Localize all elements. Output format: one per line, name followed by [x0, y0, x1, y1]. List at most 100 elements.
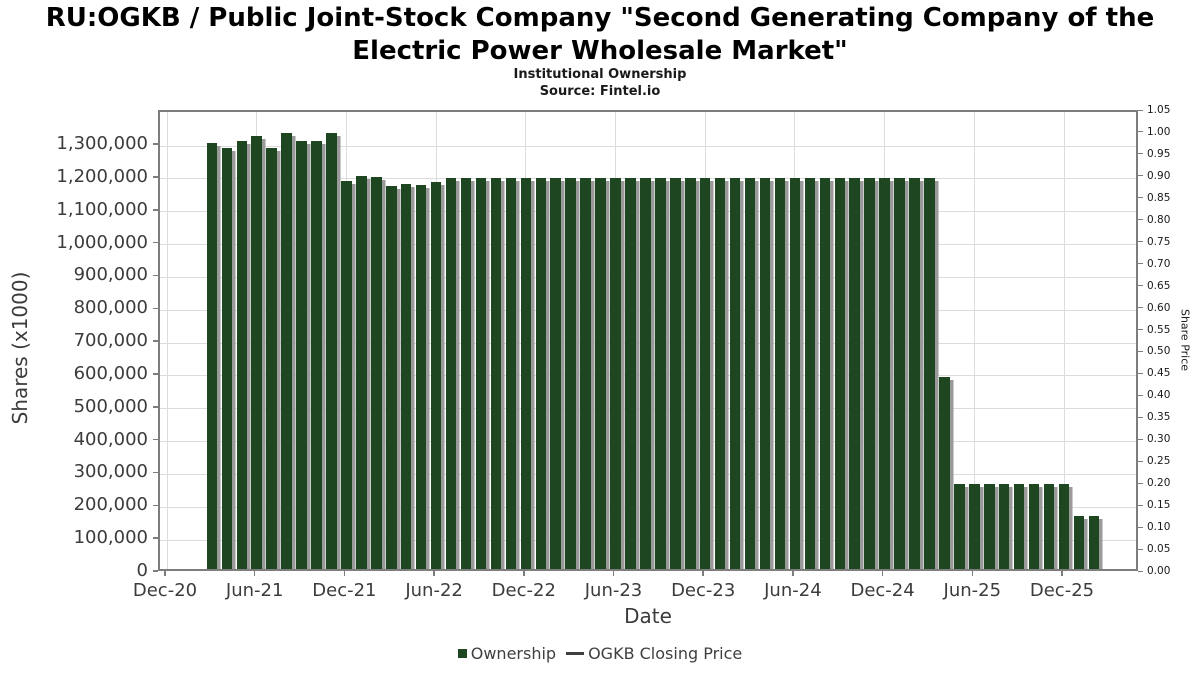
- x-axis-tick: [433, 571, 435, 576]
- right-axis-tick: [1138, 570, 1143, 572]
- right-axis-tick: [1138, 526, 1143, 528]
- right-axis-tick: [1138, 394, 1143, 396]
- ownership-bar: [864, 177, 875, 569]
- ownership-bar: [849, 177, 860, 569]
- ownership-bar: [879, 177, 890, 569]
- ownership-bar: [699, 177, 711, 569]
- ownership-bar: [729, 177, 741, 569]
- x-axis-tick-label: Jun-22: [405, 580, 463, 601]
- right-axis-tick: [1138, 307, 1143, 309]
- ownership-bar: [520, 177, 532, 569]
- x-axis-tick-label: Dec-21: [312, 580, 377, 601]
- ownership-bar: [341, 180, 352, 569]
- y-axis-tick: [153, 570, 158, 572]
- x-axis-tick-label: Jun-25: [943, 580, 1002, 601]
- x-axis-tick: [253, 571, 256, 576]
- x-axis-tick: [881, 571, 884, 576]
- y-axis-tick: [153, 241, 158, 244]
- y-axis-tick: [153, 406, 158, 408]
- right-axis-tick: [1138, 153, 1143, 155]
- y-axis-tick-label: 400,000: [73, 428, 148, 450]
- right-axis-tick: [1138, 350, 1143, 352]
- right-axis-tick: [1138, 109, 1143, 111]
- y-axis-tick-label: 700,000: [73, 330, 148, 352]
- ownership-bar: [625, 177, 636, 569]
- ownership-bar: [984, 484, 995, 569]
- x-axis-tick-label: Jun-24: [764, 580, 822, 601]
- ownership-bar: [804, 177, 816, 569]
- x-axis-tick: [792, 571, 794, 576]
- y-axis-tick: [153, 471, 158, 474]
- right-axis-tick: [1138, 241, 1143, 243]
- y-axis-tick: [153, 274, 158, 277]
- right-axis-tick-label: 0.50: [1147, 345, 1171, 358]
- x-axis-tick-label: Dec-20: [132, 580, 198, 601]
- right-axis-tick-label: 0.75: [1147, 235, 1171, 248]
- ownership-bar: [774, 177, 786, 569]
- ownership-bar: [400, 183, 412, 569]
- y-axis-label-left: Shares (x1000): [8, 271, 32, 425]
- right-axis-tick-label: 0.85: [1147, 191, 1171, 204]
- legend-label-closing-price: OGKB Closing Price: [588, 644, 743, 663]
- y-axis-tick: [153, 176, 158, 178]
- y-axis-tick: [153, 209, 158, 211]
- right-axis-tick: [1138, 131, 1143, 133]
- x-axis-tick: [523, 571, 525, 576]
- x-axis-tick: [702, 571, 704, 576]
- y-axis-tick-label: 300,000: [73, 461, 148, 483]
- x-axis-tick: [612, 571, 615, 576]
- ownership-bar: [296, 140, 307, 569]
- ownership-bar: [445, 177, 457, 569]
- plot-area: [158, 110, 1138, 571]
- legend-item-closing-price: OGKB Closing Price: [566, 644, 742, 663]
- ownership-bar: [281, 133, 292, 569]
- x-axis-tick: [971, 571, 974, 576]
- x-axis-label: Date: [624, 604, 672, 628]
- y-axis-tick: [153, 373, 158, 375]
- ownership-bar: [415, 185, 427, 569]
- x-axis-tick: [1061, 571, 1063, 576]
- ownership-bar: [326, 133, 337, 569]
- right-axis-tick: [1138, 219, 1143, 221]
- ownership-bar: [789, 177, 801, 569]
- y-axis-tick-label: 1,300,000: [56, 133, 148, 155]
- x-axis-tick-label: Dec-23: [671, 580, 736, 601]
- right-axis-tick: [1138, 197, 1143, 199]
- ownership-bar: [430, 181, 442, 569]
- v-gridline: [166, 112, 168, 569]
- right-axis-tick-label: 0.20: [1147, 477, 1171, 490]
- right-axis-tick: [1138, 329, 1143, 331]
- right-axis-tick-label: 0.95: [1147, 147, 1171, 160]
- ownership-bar: [1073, 515, 1085, 569]
- right-axis-tick: [1138, 548, 1143, 550]
- legend-item-ownership: Ownership: [457, 644, 557, 663]
- right-axis-tick-label: 0.80: [1147, 213, 1171, 226]
- right-axis-tick: [1138, 416, 1143, 418]
- ownership-bar: [640, 177, 651, 569]
- legend-label-ownership: Ownership: [470, 644, 557, 663]
- ownership-bar: [685, 177, 696, 569]
- x-axis-tick: [164, 571, 166, 576]
- ownership-bar: [1013, 484, 1025, 569]
- ownership-bar: [954, 484, 965, 569]
- ownership-bar: [505, 177, 517, 569]
- ownership-bar: [266, 147, 277, 569]
- ownership-bar: [460, 177, 472, 569]
- right-axis-tick: [1138, 372, 1143, 374]
- y-axis-label-right: Share Price: [1178, 308, 1192, 372]
- ownership-bar: [909, 177, 920, 569]
- right-axis-tick-label: 0.15: [1147, 499, 1171, 512]
- h-gridline: [160, 145, 1136, 147]
- y-axis-tick: [153, 504, 158, 507]
- ownership-bar: [1028, 484, 1040, 569]
- ownership-bar: [759, 177, 771, 569]
- y-axis-tick-label: 100,000: [73, 527, 148, 549]
- ownership-bar: [1088, 515, 1100, 569]
- y-axis-tick-label: 1,000,000: [56, 231, 148, 253]
- right-axis-tick-label: 0.30: [1147, 433, 1171, 446]
- right-axis-tick-label: 0.70: [1147, 257, 1171, 270]
- right-axis-tick: [1138, 285, 1143, 287]
- ownership-bar: [998, 484, 1010, 569]
- x-axis-tick-label: Dec-25: [1029, 580, 1095, 601]
- ownership-bar: [386, 186, 397, 569]
